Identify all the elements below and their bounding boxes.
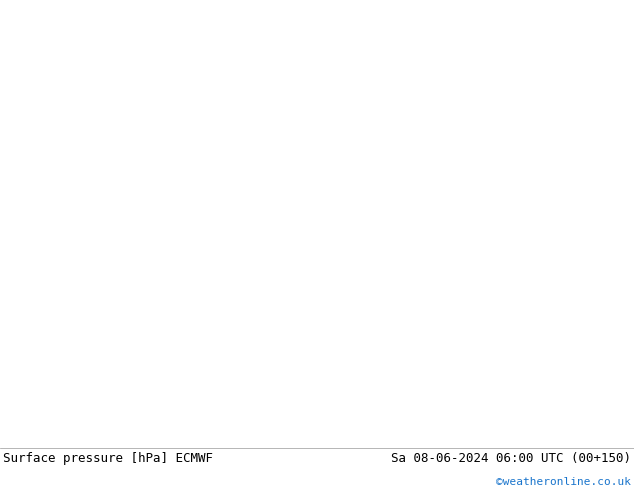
Text: Surface pressure [hPa] ECMWF: Surface pressure [hPa] ECMWF <box>3 452 213 466</box>
Text: Sa 08-06-2024 06:00 UTC (00+150): Sa 08-06-2024 06:00 UTC (00+150) <box>391 452 631 466</box>
Text: ©weatheronline.co.uk: ©weatheronline.co.uk <box>496 477 631 487</box>
